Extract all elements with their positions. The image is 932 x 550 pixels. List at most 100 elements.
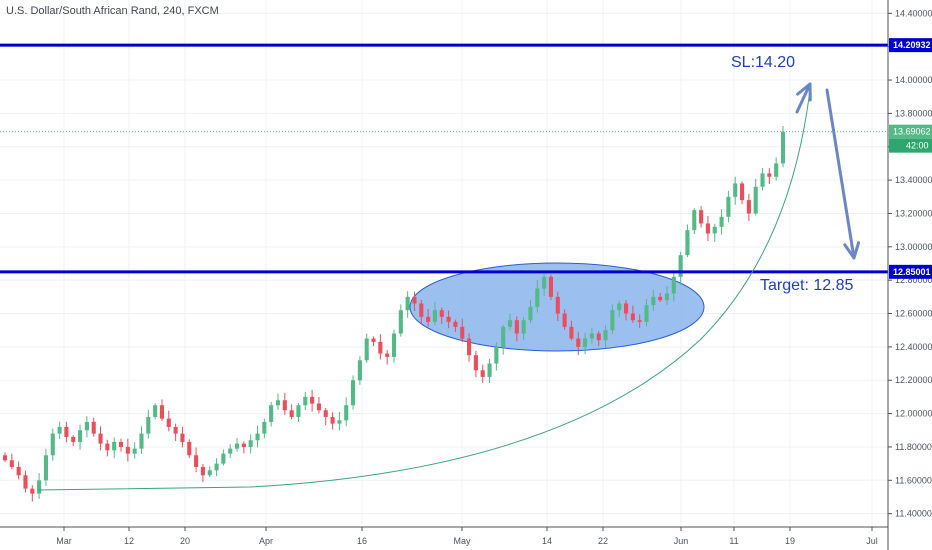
x-tick-label: Apr [259,536,273,546]
candle [344,397,349,427]
y-tick-label: 12.40000 [895,342,932,352]
candle [542,273,547,297]
candle [398,304,403,337]
y-tick-label: 11.80000 [895,442,932,452]
candle [98,426,103,451]
candle [16,461,21,480]
candle-body [542,276,547,289]
candle [658,292,663,303]
candle [296,403,301,422]
trend-curve [37,89,811,491]
candle [146,409,151,439]
candle-body [351,380,356,406]
candle [159,399,165,421]
candle [705,215,710,242]
candle [651,289,656,312]
candle [214,458,219,477]
candle-body [507,320,513,327]
candle [289,404,294,420]
candle-body [91,421,96,434]
candle [528,299,533,324]
candle [371,336,376,347]
candle-body [125,446,130,454]
candle-body [378,341,383,354]
candle [37,473,42,499]
candle [487,358,492,384]
candle [753,178,758,216]
y-tick-label: 11.60000 [895,475,932,485]
candle [671,272,676,302]
arrow-shaft [825,88,856,260]
candle [241,441,246,454]
candle-body [228,448,233,454]
candle-body [248,440,253,447]
candle-body [84,421,89,431]
candle [71,435,76,447]
candle [78,424,83,450]
candle-body [385,353,390,357]
candle [780,125,786,168]
target-label: Target: 12.85 [760,277,854,294]
candle [432,302,437,326]
candle-body [528,306,533,321]
candle-body [555,296,560,314]
y-tick-label: 14.40000 [895,8,932,18]
candle [269,401,274,427]
candle [555,291,560,321]
last-price-label: 13.69062 42:00 [889,124,932,153]
level-price-label: 12.85001 [889,264,932,279]
candle [351,375,356,410]
candle [391,329,397,363]
candle-body [98,433,103,444]
countdown-text: 42:00 [906,141,929,151]
candle-body [583,338,588,347]
level-label-text: 14.20932 [893,40,931,50]
candle-body [412,296,417,304]
candle-body [316,403,321,411]
candle-body [57,426,62,434]
x-tick-label: Jul [866,536,878,546]
candle [132,442,137,459]
y-tick-label: 12.60000 [895,309,932,319]
candle [2,452,8,463]
candle-body [173,426,178,434]
candle-body [105,443,110,451]
candle-body [644,305,649,322]
last-price-bg [889,124,932,139]
candle [173,423,178,442]
candle-body [9,460,14,467]
candle-body [767,173,772,177]
candle-body [419,303,424,317]
candle [460,318,465,343]
x-tick-label: May [453,536,471,546]
candle-body [487,363,492,377]
candle-body [501,326,506,347]
candle [84,416,89,438]
candle-body [303,396,308,406]
candle [596,331,601,347]
candle-body [705,223,710,234]
y-tick-label: 12.00000 [895,409,932,419]
candle [91,417,96,437]
candle-body [453,321,458,327]
candle-body [480,370,485,377]
candle-body [678,255,683,277]
candle [262,418,267,439]
candle [760,167,765,191]
candle-body [432,310,437,322]
candle [439,307,444,324]
candle [637,314,642,328]
candle [105,439,110,457]
candle [774,157,779,181]
candle [207,466,212,478]
candle-body [337,420,342,424]
candle-body [548,276,554,297]
candle-body [733,183,738,197]
candle [535,280,540,313]
candle-body [323,410,328,417]
candle-body [610,310,615,331]
candle-body [603,330,608,341]
candle-body [214,463,219,471]
